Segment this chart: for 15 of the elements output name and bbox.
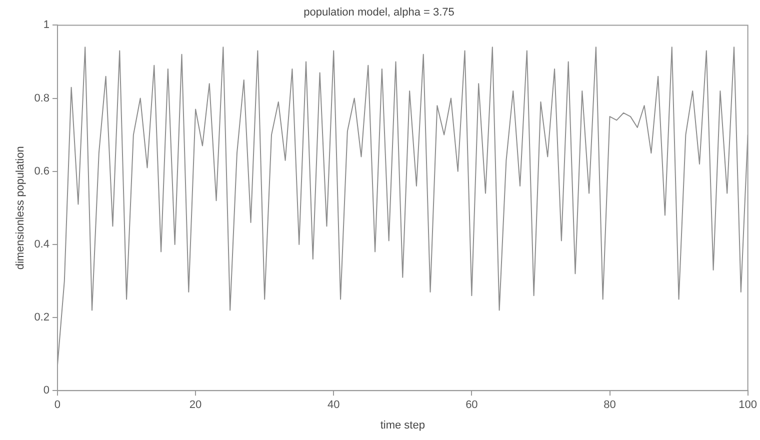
x-tick-label: 40 [328,399,340,412]
x-tick-label: 80 [604,399,616,412]
y-tick-label: 0.4 [34,238,50,250]
x-tick-label: 20 [189,399,202,412]
x-tick-label: 60 [466,399,478,412]
y-tick-label: 1 [43,19,50,32]
y-tick-label: 0.6 [34,165,50,178]
y-axis-title: dimensionless population [14,146,27,270]
y-tick-label: 0.8 [34,92,50,104]
y-tick-label: 0.2 [34,312,50,324]
y-tick-label: 0 [43,384,50,397]
x-axis-title: time step [380,419,425,432]
chart-title: population model, alpha = 3.75 [304,6,454,19]
x-tick-label: 100 [738,399,758,412]
x-tick-label: 0 [54,399,61,412]
